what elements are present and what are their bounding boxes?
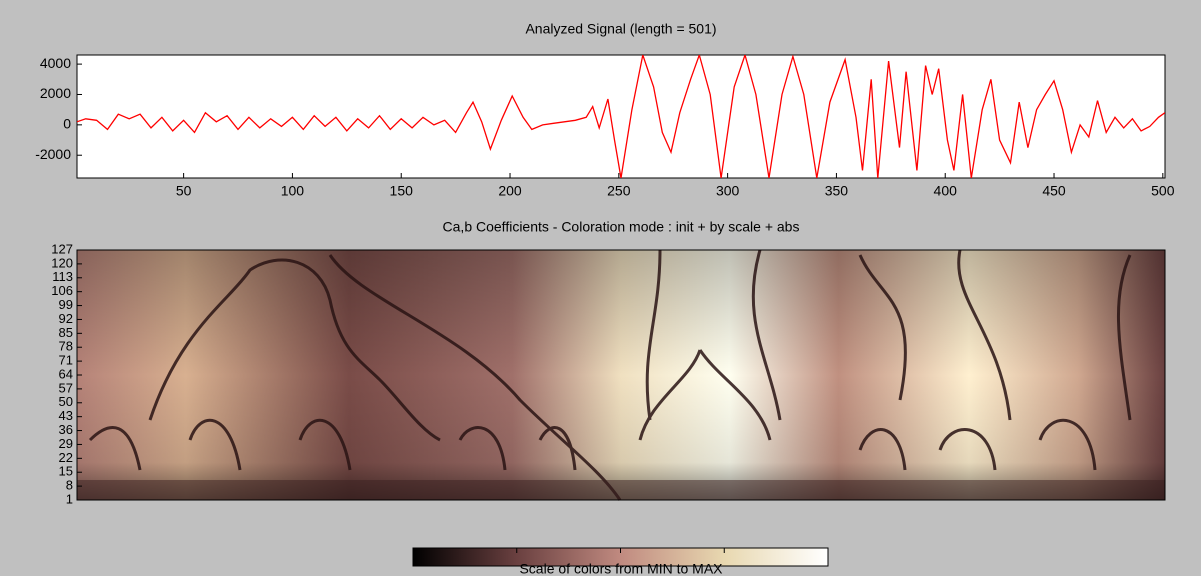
x-tick-label: 150 [390, 183, 414, 199]
coef-title: Ca,b Coefficients - Coloration mode : in… [443, 219, 800, 235]
colorbar-label: Scale of colors from MIN to MAX [519, 561, 723, 576]
y-tick-label: -2000 [35, 146, 71, 162]
scalogram [77, 250, 1165, 500]
signal-axes [77, 55, 1165, 178]
y-tick-label: 1 [66, 491, 73, 506]
y-tick-label: 29 [59, 436, 73, 451]
y-tick-label: 106 [51, 283, 73, 298]
x-tick-label: 350 [825, 183, 849, 199]
y-tick-label: 15 [59, 464, 73, 479]
x-tick-label: 400 [934, 183, 958, 199]
y-tick-label: 50 [59, 394, 73, 409]
y-tick-label: 92 [59, 311, 73, 326]
y-tick-label: 4000 [40, 55, 71, 71]
y-tick-label: 2000 [40, 85, 71, 101]
x-tick-label: 50 [176, 183, 192, 199]
y-tick-label: 22 [59, 450, 73, 465]
y-tick-label: 64 [59, 366, 73, 381]
y-tick-label: 0 [63, 116, 71, 132]
signal-title: Analyzed Signal (length = 501) [525, 21, 716, 37]
x-tick-label: 300 [716, 183, 740, 199]
figure: Analyzed Signal (length = 501) Ca,b Coef… [0, 0, 1201, 576]
y-tick-label: 120 [51, 255, 73, 270]
y-tick-label: 78 [59, 339, 73, 354]
x-tick-label: 450 [1042, 183, 1066, 199]
y-tick-label: 71 [59, 353, 73, 368]
y-tick-label: 99 [59, 297, 73, 312]
y-tick-label: 113 [52, 269, 73, 284]
x-tick-label: 500 [1151, 183, 1175, 199]
y-tick-label: 57 [59, 380, 73, 395]
x-tick-label: 100 [281, 183, 305, 199]
y-tick-label: 85 [59, 325, 73, 340]
y-tick-label: 36 [59, 422, 73, 437]
y-tick-label: 8 [66, 478, 73, 493]
x-tick-label: 250 [607, 183, 631, 199]
y-tick-label: 127 [51, 241, 73, 256]
x-tick-label: 200 [498, 183, 522, 199]
y-tick-label: 43 [59, 408, 73, 423]
